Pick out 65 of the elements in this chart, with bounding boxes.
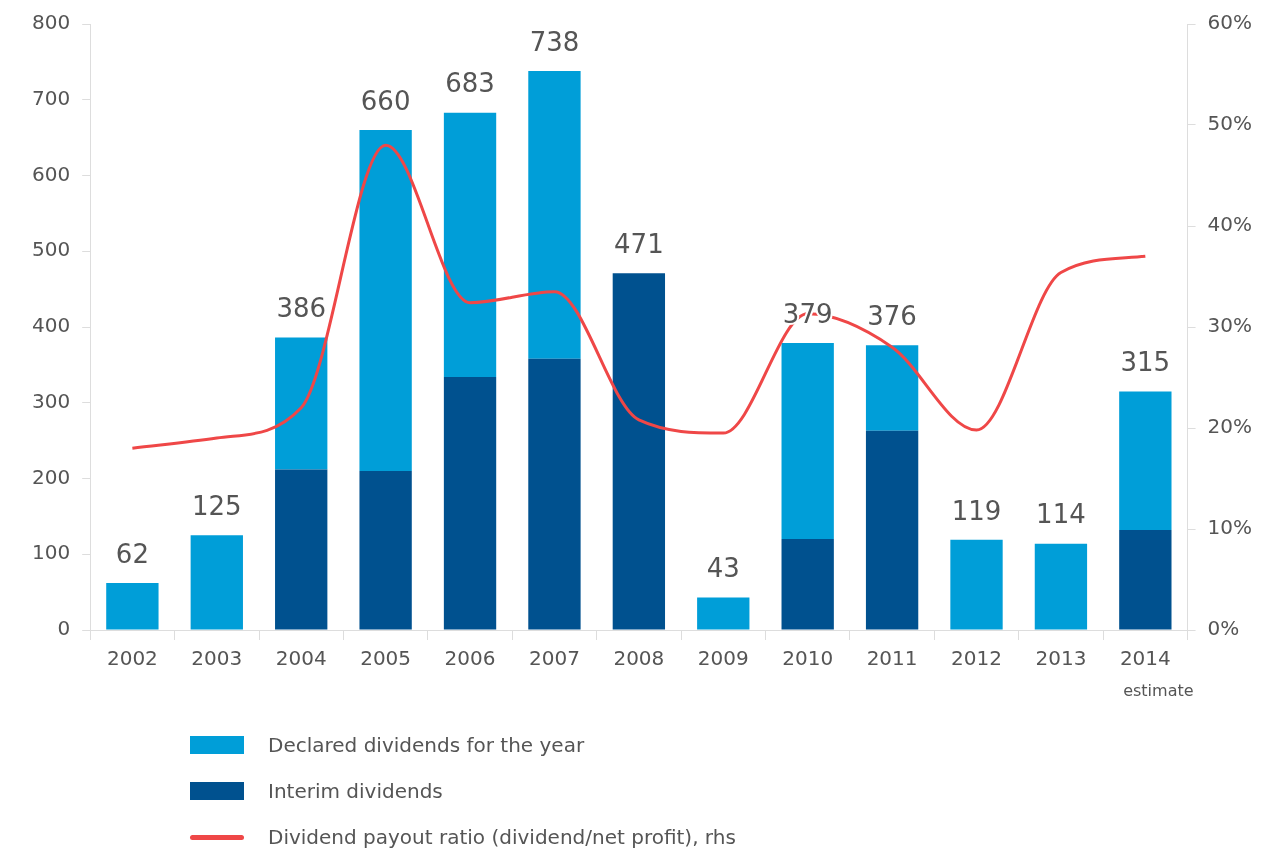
total-label: 62 xyxy=(115,538,149,569)
y-tick-label: 0 xyxy=(57,616,71,641)
total-label: 660 xyxy=(360,85,411,116)
total-label: 738 xyxy=(529,26,580,57)
y-tick-label: 800 xyxy=(31,10,71,35)
total-label: 125 xyxy=(191,491,242,522)
total-label: 386 xyxy=(276,293,327,324)
bar xyxy=(1119,391,1172,531)
total-label: 43 xyxy=(706,553,740,584)
y-tick-label: 200 xyxy=(31,464,71,489)
y-tick-label: 500 xyxy=(31,237,71,262)
legend-label: Declared dividends for the year xyxy=(268,733,585,757)
bar xyxy=(275,469,328,630)
total-label: 376 xyxy=(867,300,917,331)
x-tick-label: 2002 xyxy=(106,646,158,671)
total-label: 315 xyxy=(1120,347,1171,378)
legend-label: Dividend payout ratio (dividend/net profit), rhs xyxy=(268,825,736,849)
y2-tick-label: 30% xyxy=(1207,313,1252,338)
x-tick-label: 2003 xyxy=(191,646,243,671)
y2-tick-label: 50% xyxy=(1207,111,1252,136)
bar xyxy=(190,535,243,630)
x-tick-label: 2010 xyxy=(782,646,834,671)
bar xyxy=(950,539,1003,630)
y2-tick-label: 40% xyxy=(1207,212,1252,237)
y-tick-label: 300 xyxy=(31,388,71,413)
bar xyxy=(1034,543,1088,630)
bar xyxy=(106,583,159,630)
total-label: 683 xyxy=(445,68,495,99)
bar xyxy=(528,358,581,630)
y-tick-label: 600 xyxy=(31,161,71,186)
bar xyxy=(612,273,666,630)
bar xyxy=(1119,530,1172,630)
y2-tick-label: 60% xyxy=(1207,10,1252,35)
y2-tick-label: 10% xyxy=(1207,515,1252,540)
bar xyxy=(443,377,497,630)
x-tick-label: 2004 xyxy=(275,646,327,671)
y-tick-label: 400 xyxy=(31,313,71,338)
y-tick-label: 700 xyxy=(31,85,71,110)
legend-label: Interim dividends xyxy=(268,779,443,803)
y2-tick-label: 20% xyxy=(1207,414,1252,439)
x-tick-label: 2005 xyxy=(360,646,412,671)
total-label: 114 xyxy=(1036,499,1086,530)
bar xyxy=(865,430,919,630)
y-tick-label: 100 xyxy=(31,540,71,565)
x-tick-label: 2009 xyxy=(697,646,749,671)
x-tick-label: 2008 xyxy=(613,646,665,671)
x-tick-label: 2013 xyxy=(1035,646,1087,671)
bar xyxy=(781,539,834,630)
x-tick-label: 2006 xyxy=(444,646,496,671)
x-tick-label: 2007 xyxy=(528,646,580,671)
bar xyxy=(697,597,750,630)
bar xyxy=(865,345,919,431)
y2-tick-label: 0% xyxy=(1207,616,1240,641)
x-tick-label: 2011 xyxy=(866,646,918,671)
bar xyxy=(528,70,581,359)
x-tick-label: 2012 xyxy=(951,646,1002,671)
bar xyxy=(359,130,412,471)
text: estimate xyxy=(1123,681,1194,701)
bar xyxy=(359,470,412,630)
total-label: 119 xyxy=(951,495,1002,526)
bar xyxy=(781,342,834,540)
total-label: 471 xyxy=(614,228,664,259)
bar xyxy=(443,112,497,377)
bar xyxy=(275,337,328,470)
x-tick-label: 2014 xyxy=(1119,646,1171,671)
